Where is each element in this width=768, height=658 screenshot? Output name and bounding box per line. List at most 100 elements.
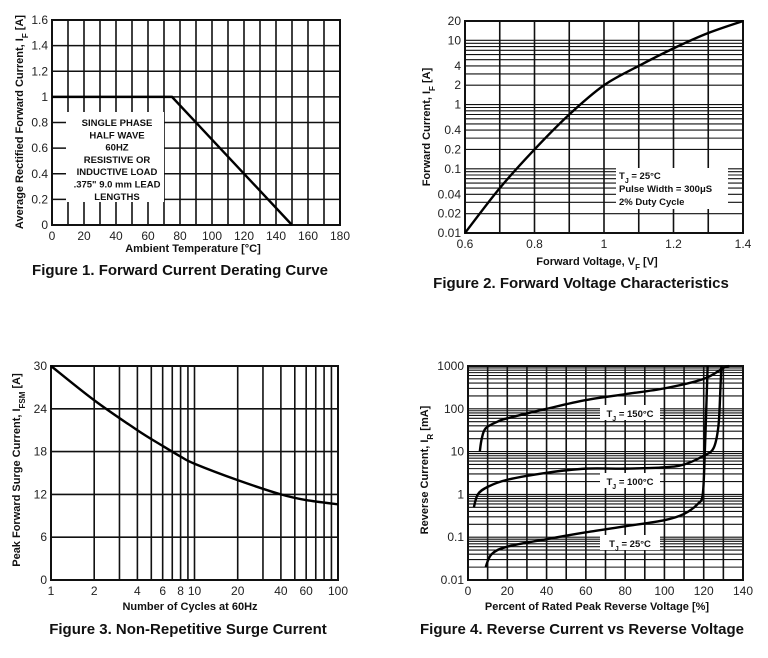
plot-frame <box>50 365 339 581</box>
x-tick-label: 0.6 <box>457 237 474 251</box>
y-tick-label: 1 <box>454 98 461 112</box>
y-tick-label: 1.2 <box>31 64 48 78</box>
x-tick-label: 180 <box>330 229 350 243</box>
x-tick-label: 0 <box>465 584 472 598</box>
annotation-line: RESISTIVE OR <box>84 155 151 166</box>
x-tick-label: 10 <box>188 584 202 598</box>
y-tick-label: 24 <box>34 402 48 416</box>
series-label-box <box>600 473 660 488</box>
x-tick-label: 100 <box>202 229 222 243</box>
y-tick-label: 2 <box>454 78 461 92</box>
annotation-box <box>616 168 728 209</box>
y-tick-label: 10 <box>451 445 465 459</box>
x-tick-label: 60 <box>141 229 155 243</box>
plot-frame <box>464 20 744 234</box>
x-tick-label: 160 <box>298 229 318 243</box>
x-tick-label: 2 <box>91 584 98 598</box>
y-tick-label: 0.01 <box>438 226 462 240</box>
x-tick-label: 100 <box>654 584 674 598</box>
grid <box>464 20 744 234</box>
annotation-line: INDUCTIVE LOAD <box>77 167 158 178</box>
y-tick-label: 1000 <box>437 359 464 373</box>
x-tick-label: 1.2 <box>665 237 682 251</box>
y-tick-label: 18 <box>34 445 48 459</box>
x-axis-label: Percent of Rated Peak Reverse Voltage [%… <box>485 601 709 613</box>
x-tick-label: 120 <box>234 229 254 243</box>
series-label: TJ = 150°C <box>606 409 653 423</box>
y-axis-label: Forward Current, IF [A] <box>421 67 437 186</box>
annotation-line: SINGLE PHASE <box>82 118 153 129</box>
series-curve-1 <box>50 365 339 506</box>
annotation-line: .375" 9.0 mm LEAD <box>74 180 161 191</box>
chart-1: 0 20 40 60 80 100 120 140 160 180 0 0.2 0.4 0.6 0.8 1 1.… <box>14 13 350 279</box>
y-tick-label: 0.04 <box>438 187 462 201</box>
y-axis-label: Average Rectified Forward Current, IF [A… <box>14 15 30 229</box>
y-tick-label: 0.2 <box>444 142 461 156</box>
y-tick-label: 0.02 <box>438 207 462 221</box>
series-label: TJ = 25°C <box>609 539 651 553</box>
annotation-line: HALF WAVE <box>89 130 144 141</box>
y-tick-label: 0.4 <box>444 123 461 137</box>
y-tick-label: 0.8 <box>31 116 48 130</box>
x-tick-label: 60 <box>299 584 313 598</box>
x-tick-label: 60 <box>579 584 593 598</box>
annotation-line: TJ = 25°C <box>619 171 661 185</box>
y-tick-label: 0 <box>40 573 47 587</box>
y-tick-label: 0.1 <box>447 530 464 544</box>
y-tick-label: 0.4 <box>31 167 48 181</box>
y-tick-label: 1 <box>457 487 464 501</box>
x-tick-label: 4 <box>134 584 141 598</box>
x-axis-label: Number of Cycles at 60Hz <box>122 601 258 613</box>
x-tick-label: 140 <box>733 584 753 598</box>
annotation-box <box>66 112 164 202</box>
x-tick-label: 1.4 <box>735 237 752 251</box>
chart-title: Figure 1. Forward Current Derating Curve <box>32 262 328 279</box>
y-tick-label: 100 <box>444 402 464 416</box>
y-tick-label: 20 <box>448 14 462 28</box>
chart-title: Figure 4. Reverse Current vs Reverse Vol… <box>420 621 744 638</box>
x-tick-label: 0 <box>49 229 56 243</box>
series-label-box <box>600 535 660 550</box>
x-axis-label: Forward Voltage, VF [V] <box>536 256 658 272</box>
y-axis-label: Peak Forward Surge Current, IFSM [A] <box>11 373 27 567</box>
x-tick-label: 140 <box>266 229 286 243</box>
y-tick-label: 1.4 <box>31 39 48 53</box>
x-tick-label: 0.8 <box>526 237 543 251</box>
x-tick-label: 80 <box>173 229 187 243</box>
y-tick-label: 0.2 <box>31 192 48 206</box>
y-tick-label: 10 <box>448 33 462 47</box>
y-tick-label: 1.6 <box>31 13 48 27</box>
y-tick-label: 0.6 <box>31 141 48 155</box>
y-tick-label: 4 <box>454 59 461 73</box>
series-curve-1 <box>52 95 293 226</box>
y-axis-label: Reverse Current, IR [mA] <box>419 405 435 534</box>
grid <box>50 365 339 581</box>
x-tick-label: 120 <box>694 584 714 598</box>
y-tick-label: 0.1 <box>444 162 461 176</box>
x-tick-label: 40 <box>540 584 554 598</box>
chart-title: Figure 2. Forward Voltage Characteristic… <box>433 275 729 292</box>
y-tick-label: 1 <box>41 90 48 104</box>
plot-frame <box>467 365 744 581</box>
annotation-line: LENGTHS <box>94 192 139 203</box>
x-tick-label: 40 <box>109 229 123 243</box>
chart-2: 0.6 0.8 1 1.2 1.4 0.01 0.02 0.04 0.1 0.2 0.4 1 2 4 10 2… <box>421 14 752 292</box>
y-tick-label: 12 <box>34 487 48 501</box>
x-axis-label: Ambient Temperature [°C] <box>125 243 261 255</box>
x-tick-label: 20 <box>231 584 245 598</box>
x-tick-label: 100 <box>328 584 348 598</box>
x-tick-label: 20 <box>77 229 91 243</box>
y-tick-label: 30 <box>34 359 48 373</box>
chart-4: 0 20 40 60 80 100 120 140 0.01 0.1 1 10 100 1000 Perce… <box>419 359 753 638</box>
x-tick-label: 8 <box>177 584 184 598</box>
annotation-line: 60HZ <box>105 143 128 154</box>
series-label: TJ = 100°C <box>606 477 653 491</box>
series-curve-1 <box>464 19 744 234</box>
x-tick-label: 1 <box>48 584 55 598</box>
series-curve-3 <box>484 365 709 568</box>
series-label-box <box>600 405 660 420</box>
chart-title: Figure 3. Non-Repetitive Surge Current <box>49 621 327 638</box>
y-tick-label: 0 <box>41 218 48 232</box>
